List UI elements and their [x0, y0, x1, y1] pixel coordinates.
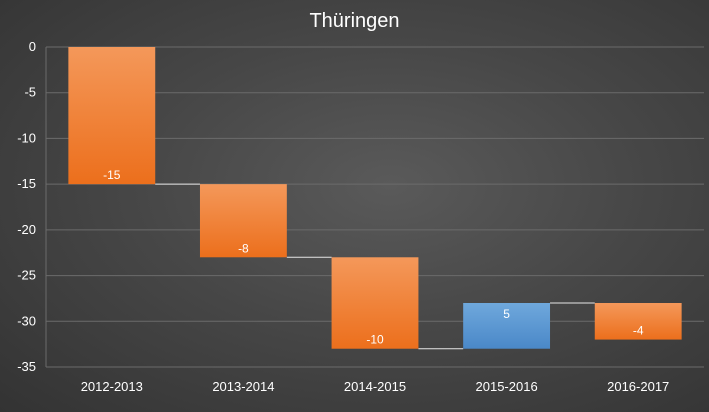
y-tick-label: -20 [17, 222, 36, 237]
x-tick-label: 2012-2013 [81, 379, 143, 394]
bar-increase [463, 303, 551, 349]
x-tick-label: 2013-2014 [212, 379, 274, 394]
y-tick-label: -10 [17, 130, 36, 145]
y-tick-label: -5 [24, 85, 36, 100]
data-label: -15 [103, 168, 121, 182]
data-label: 5 [503, 307, 510, 321]
y-tick-label: 0 [29, 39, 36, 54]
bar-decrease [199, 184, 287, 258]
x-tick-label: 2016-2017 [607, 379, 669, 394]
bar-decrease [594, 303, 682, 340]
bar-decrease [331, 257, 419, 349]
data-label: -8 [238, 241, 249, 255]
y-tick-label: -25 [17, 268, 36, 283]
data-label: -10 [366, 333, 384, 347]
data-label: -4 [633, 324, 644, 338]
y-tick-label: -35 [17, 359, 36, 374]
x-tick-label: 2014-2015 [344, 379, 406, 394]
bar-decrease [68, 47, 156, 185]
chart-title: Thüringen [309, 10, 400, 32]
y-tick-label: -15 [17, 176, 36, 191]
x-tick-label: 2015-2016 [476, 379, 538, 394]
y-tick-label: -30 [17, 313, 36, 328]
